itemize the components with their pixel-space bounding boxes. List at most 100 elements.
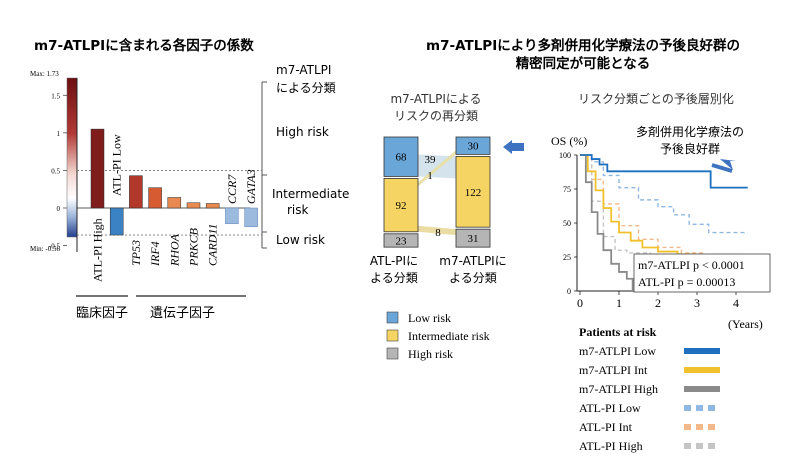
at-risk-legend-title: Patients at risk [579, 325, 657, 339]
colorbar-min-label: Min: -0.56 [30, 245, 60, 253]
km-xtick-label: 3 [694, 296, 700, 310]
km-xtick-label: 0 [577, 296, 583, 310]
reclass-title-line2: リスクの再分類 [394, 109, 478, 123]
right-title-line2: 精密同定が可能となる [516, 55, 651, 72]
coef-label-irf4: IRF4 [148, 241, 162, 267]
km-xtick-label: 2 [655, 296, 661, 310]
stack-seg-atlpi-low-risk [383, 136, 419, 177]
legend-int-label: Intermediate risk [408, 329, 490, 343]
legend-swatch-int [386, 329, 399, 342]
coef-bar-atl-pi-high [90, 128, 105, 209]
coef-bar-prkcb [186, 202, 201, 209]
coef-bar-card11 [205, 203, 220, 209]
pvalue-atlpi: ATL-PI p = 0.00013 [638, 275, 735, 289]
callout-line1: 多剤併用化学療法の [636, 124, 744, 139]
col-label-atlpi-2: よる分類 [370, 271, 418, 285]
km-line-atl-pi-int [580, 154, 748, 255]
colorbar-tick-label: 1.5 [51, 92, 60, 100]
stack-value: 31 [468, 233, 479, 245]
risk-header-line2: による分類 [276, 81, 336, 95]
high-risk-label: High risk [276, 125, 329, 139]
km-line-m7-atlpi-int [580, 154, 748, 257]
coef-bar-atl-pi-low [109, 207, 124, 236]
km-legend-label: ATL-PI Low [579, 401, 641, 415]
risk-bracket: m7-ATLPI による分類 High risk Intermediate ri… [261, 63, 349, 249]
intermediate-risk-label-2: risk [287, 203, 309, 217]
coef-label-card11: CARD11 [206, 224, 220, 266]
flow-int-to-high [418, 225, 456, 236]
km-ytick-label: 75 [563, 185, 571, 194]
km-xtick-label: 4 [733, 296, 739, 310]
km-xlabel: (Years) [728, 317, 763, 331]
stack-value: 68 [396, 152, 408, 164]
km-xtick-label: 1 [616, 296, 622, 310]
coef-label-atl-pi-high: ATL-PI High [91, 218, 105, 282]
coef-label-prkcb: PRKCB [187, 227, 201, 267]
legend-swatch-high [386, 347, 399, 360]
coef-bar-irf4 [148, 187, 162, 209]
colorbar-tick-label: 0 [57, 205, 61, 213]
flow-int-to-low [418, 150, 456, 187]
col-label-atlpi-1: ATL-PIに [370, 254, 418, 268]
stack-seg-m7-intermediate-risk [455, 155, 491, 228]
colorbar-tick-label: -0.5 [49, 243, 61, 251]
coef-bar-rhoa [167, 197, 182, 209]
stack-value: 30 [468, 141, 480, 153]
colorbar-tick-label: 0.5 [51, 167, 60, 175]
intermediate-risk-label-1: Intermediate [272, 187, 349, 201]
stack-seg-m7-low-risk [455, 136, 491, 155]
km-title: リスク分類ごとの予後層別化 [578, 91, 734, 106]
left-panel-title: m7-ATLPIに含まれる各因子の係数 [34, 37, 254, 54]
km-ytick-label: 0 [567, 287, 571, 296]
stack-value: 92 [396, 200, 407, 212]
legend-low-label: Low risk [408, 311, 451, 325]
legend-swatch-low [386, 311, 399, 324]
km-line-m7-atlpi-low [580, 154, 748, 189]
pvalue-m7: m7-ATLPI p < 0.0001 [638, 258, 745, 272]
stack-value: 122 [465, 187, 482, 199]
legend-high-label: High risk [408, 347, 453, 361]
genetic-group-label: 遺伝子因子 [150, 306, 215, 321]
stack-value: 23 [396, 235, 408, 247]
km-line-m7-atlpi-high [580, 154, 634, 291]
km-ytick-label: 50 [563, 219, 571, 228]
reclass-legend: Low risk Intermediate risk High risk [386, 311, 490, 361]
km-ytick-label: 100 [559, 151, 571, 160]
coef-label-tp53: TP53 [129, 240, 143, 266]
pvalue-box [633, 253, 771, 293]
colorbar: Max: 1.73 Min: -0.56 1.5 1 0.5 0 -0.5 [30, 70, 78, 253]
km-line-atl-pi-low [580, 154, 748, 234]
colorbar-gradient [66, 77, 78, 238]
right-title-line1: m7-ATLPIにより多剤併用化学療法の予後良好群の [426, 37, 740, 54]
risk-header-line1: m7-ATLPI [276, 63, 331, 77]
km-legend-label: m7-ATLPI Low [579, 344, 656, 358]
km-legend-label: m7-ATLPI Int [579, 363, 648, 377]
km-legend-label: m7-ATLPI High [579, 382, 658, 396]
colorbar-max-label: Max: 1.73 [30, 70, 59, 78]
flow-label-1: 1 [427, 170, 433, 182]
callout-line2: 予後良好群 [660, 141, 720, 156]
callout-arrow-icon [711, 163, 733, 173]
stack-seg-atlpi-intermediate-risk [383, 178, 419, 233]
low-risk-label: Low risk [276, 233, 325, 247]
km-legend-label: ATL-PI Int [579, 420, 633, 434]
reclass-title-line1: m7-ATLPIによる [390, 92, 481, 106]
colorbar-tick-label: 1 [57, 130, 61, 138]
col-label-m7-1: m7-ATLPIに [439, 254, 506, 268]
coef-label-gata3: GATA3 [244, 169, 258, 204]
coef-bar-ccr7 [225, 207, 239, 225]
stack-seg-m7-high-risk [455, 228, 491, 248]
coef-bar-tp53 [129, 175, 143, 209]
flow-label-39: 39 [425, 154, 437, 166]
flow-label-8: 8 [435, 227, 441, 239]
coef-label-atl-pi-low: ATL-PI Low [110, 134, 124, 196]
coef-label-ccr7: CCR7 [225, 174, 239, 204]
coef-bar-gata3 [244, 207, 258, 228]
stack-seg-atlpi-high-risk [383, 233, 419, 248]
clinical-group-label: 臨床因子 [76, 306, 128, 321]
km-ytick-label: 25 [563, 253, 571, 262]
km-legend-label: ATL-PI High [579, 439, 643, 453]
low-risk-arrow-icon [503, 140, 524, 154]
coef-label-rhoa: RHOA [167, 233, 181, 267]
